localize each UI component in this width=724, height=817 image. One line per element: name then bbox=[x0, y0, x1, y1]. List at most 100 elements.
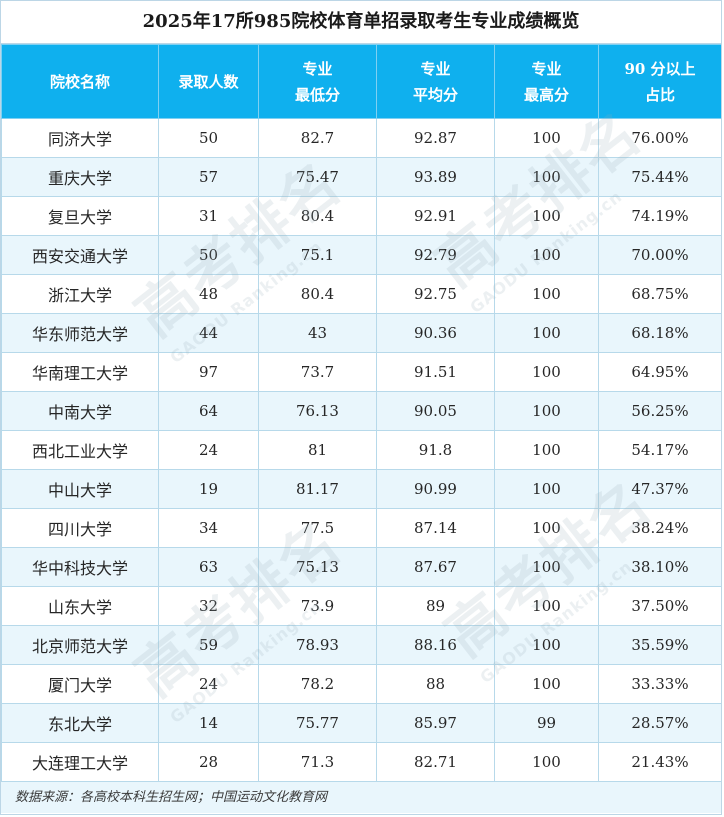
cell-avg-score: 88.16 bbox=[376, 625, 495, 665]
cell-school: 重庆大学 bbox=[1, 157, 159, 197]
cell-school: 西安交通大学 bbox=[1, 235, 159, 275]
cell-pct-over-90: 38.24% bbox=[598, 508, 721, 548]
cell-max-score: 100 bbox=[494, 352, 599, 392]
cell-pct-over-90: 47.37% bbox=[598, 469, 721, 509]
cell-avg-score: 90.99 bbox=[376, 469, 495, 509]
cell-min-score: 75.47 bbox=[258, 157, 377, 197]
cell-min-score: 80.4 bbox=[258, 196, 377, 236]
cell-pct-over-90: 21.43% bbox=[598, 742, 721, 782]
cell-pct-over-90: 28.57% bbox=[598, 703, 721, 743]
cell-avg-score: 91.51 bbox=[376, 352, 495, 392]
cell-pct-over-90: 64.95% bbox=[598, 352, 721, 392]
cell-school: 北京师范大学 bbox=[1, 625, 159, 665]
cell-min-score: 80.4 bbox=[258, 274, 377, 314]
table-row: 浙江大学 48 80.4 92.75 100 68.75% bbox=[1, 274, 721, 314]
cell-max-score: 100 bbox=[494, 469, 599, 509]
cell-school: 东北大学 bbox=[1, 703, 159, 743]
table-row: 大连理工大学 28 71.3 82.71 100 21.43% bbox=[1, 742, 721, 782]
cell-school: 山东大学 bbox=[1, 586, 159, 626]
cell-max-score: 100 bbox=[494, 664, 599, 704]
cell-admitted: 32 bbox=[158, 586, 259, 626]
cell-school: 华南理工大学 bbox=[1, 352, 159, 392]
cell-min-score: 76.13 bbox=[258, 391, 377, 431]
cell-max-score: 100 bbox=[494, 118, 599, 158]
cell-pct-over-90: 56.25% bbox=[598, 391, 721, 431]
cell-min-score: 75.13 bbox=[258, 547, 377, 587]
cell-max-score: 100 bbox=[494, 313, 599, 353]
cell-school: 华东师范大学 bbox=[1, 313, 159, 353]
cell-pct-over-90: 70.00% bbox=[598, 235, 721, 275]
table-header-row: 院校名称 录取人数 专业 最低分 专业 平均分 专业 最高分 90 分以上 占比 bbox=[1, 44, 721, 119]
table-row: 复旦大学 31 80.4 92.91 100 74.19% bbox=[1, 196, 721, 236]
cell-avg-score: 85.97 bbox=[376, 703, 495, 743]
scores-table: 院校名称 录取人数 专业 最低分 专业 平均分 专业 最高分 90 分以上 占比 同济大… bbox=[1, 44, 721, 782]
cell-min-score: 77.5 bbox=[258, 508, 377, 548]
table-row: 西北工业大学 24 81 91.8 100 54.17% bbox=[1, 430, 721, 470]
cell-max-score: 100 bbox=[494, 547, 599, 587]
cell-min-score: 75.77 bbox=[258, 703, 377, 743]
cell-avg-score: 90.36 bbox=[376, 313, 495, 353]
cell-admitted: 14 bbox=[158, 703, 259, 743]
cell-admitted: 24 bbox=[158, 430, 259, 470]
table-row: 东北大学 14 75.77 85.97 99 28.57% bbox=[1, 703, 721, 743]
cell-max-score: 99 bbox=[494, 703, 599, 743]
cell-admitted: 63 bbox=[158, 547, 259, 587]
cell-max-score: 100 bbox=[494, 742, 599, 782]
cell-avg-score: 93.89 bbox=[376, 157, 495, 197]
header-school: 院校名称 bbox=[1, 44, 159, 119]
cell-max-score: 100 bbox=[494, 508, 599, 548]
cell-school: 浙江大学 bbox=[1, 274, 159, 314]
cell-avg-score: 92.91 bbox=[376, 196, 495, 236]
header-admitted: 录取人数 bbox=[158, 44, 259, 119]
cell-school: 厦门大学 bbox=[1, 664, 159, 704]
cell-school: 复旦大学 bbox=[1, 196, 159, 236]
cell-pct-over-90: 74.19% bbox=[598, 196, 721, 236]
header-avg-score: 专业 平均分 bbox=[376, 44, 495, 119]
cell-avg-score: 91.8 bbox=[376, 430, 495, 470]
table-row: 同济大学 50 82.7 92.87 100 76.00% bbox=[1, 118, 721, 158]
cell-admitted: 57 bbox=[158, 157, 259, 197]
cell-avg-score: 88 bbox=[376, 664, 495, 704]
cell-pct-over-90: 76.00% bbox=[598, 118, 721, 158]
cell-min-score: 75.1 bbox=[258, 235, 377, 275]
cell-min-score: 81.17 bbox=[258, 469, 377, 509]
table-row: 华中科技大学 63 75.13 87.67 100 38.10% bbox=[1, 547, 721, 587]
cell-max-score: 100 bbox=[494, 625, 599, 665]
cell-min-score: 73.9 bbox=[258, 586, 377, 626]
table-row: 华东师范大学 44 43 90.36 100 68.18% bbox=[1, 313, 721, 353]
cell-min-score: 82.7 bbox=[258, 118, 377, 158]
table-row: 华南理工大学 97 73.7 91.51 100 64.95% bbox=[1, 352, 721, 392]
cell-max-score: 100 bbox=[494, 274, 599, 314]
table-row: 四川大学 34 77.5 87.14 100 38.24% bbox=[1, 508, 721, 548]
cell-admitted: 59 bbox=[158, 625, 259, 665]
data-source-note: 数据来源：各高校本科生招生网；中国运动文化教育网 bbox=[1, 782, 721, 813]
table-row: 重庆大学 57 75.47 93.89 100 75.44% bbox=[1, 157, 721, 197]
cell-pct-over-90: 33.33% bbox=[598, 664, 721, 704]
cell-avg-score: 92.87 bbox=[376, 118, 495, 158]
cell-avg-score: 89 bbox=[376, 586, 495, 626]
table-row: 厦门大学 24 78.2 88 100 33.33% bbox=[1, 664, 721, 704]
header-max-score: 专业 最高分 bbox=[494, 44, 599, 119]
cell-min-score: 78.93 bbox=[258, 625, 377, 665]
cell-pct-over-90: 68.18% bbox=[598, 313, 721, 353]
cell-admitted: 50 bbox=[158, 118, 259, 158]
cell-school: 中山大学 bbox=[1, 469, 159, 509]
cell-min-score: 81 bbox=[258, 430, 377, 470]
cell-pct-over-90: 38.10% bbox=[598, 547, 721, 587]
table-row: 中南大学 64 76.13 90.05 100 56.25% bbox=[1, 391, 721, 431]
cell-admitted: 24 bbox=[158, 664, 259, 704]
header-pct-over-90: 90 分以上 占比 bbox=[598, 44, 721, 119]
page-title: 2025年17所985院校体育单招录取考生专业成绩概览 bbox=[1, 1, 721, 44]
cell-admitted: 64 bbox=[158, 391, 259, 431]
table-row: 西安交通大学 50 75.1 92.79 100 70.00% bbox=[1, 235, 721, 275]
cell-admitted: 31 bbox=[158, 196, 259, 236]
cell-avg-score: 92.79 bbox=[376, 235, 495, 275]
cell-min-score: 73.7 bbox=[258, 352, 377, 392]
cell-school: 西北工业大学 bbox=[1, 430, 159, 470]
cell-school: 中南大学 bbox=[1, 391, 159, 431]
cell-min-score: 43 bbox=[258, 313, 377, 353]
cell-school: 大连理工大学 bbox=[1, 742, 159, 782]
cell-min-score: 78.2 bbox=[258, 664, 377, 704]
cell-admitted: 48 bbox=[158, 274, 259, 314]
